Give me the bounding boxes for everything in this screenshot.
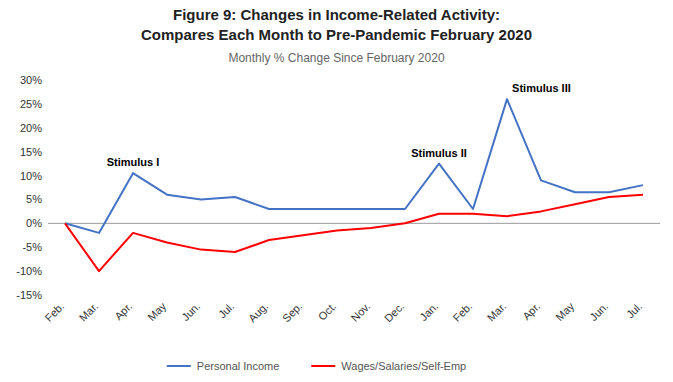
legend-swatch xyxy=(167,365,191,367)
y-tick-label: -10% xyxy=(16,265,42,277)
x-tick-label: Nov. xyxy=(349,300,373,324)
y-tick-label: 30% xyxy=(20,74,42,86)
legend-label: Personal Income xyxy=(197,360,280,372)
x-tick-label: Apr. xyxy=(112,300,134,322)
x-tick-label: Mar. xyxy=(485,300,509,324)
title: Figure 9: Changes in Income-Related Acti… xyxy=(173,6,500,23)
x-tick-label: Jun. xyxy=(587,300,610,323)
y-tick-label: -15% xyxy=(16,289,42,301)
legend: Personal Income Wages/Salaries/Self-Emp xyxy=(167,360,466,372)
series-line xyxy=(65,195,643,271)
zero-line xyxy=(48,223,660,224)
y-tick-label: 0% xyxy=(26,217,42,229)
x-tick-label: Jul. xyxy=(216,300,237,321)
series-line xyxy=(65,99,643,233)
x-tick-label: Aug. xyxy=(246,300,270,324)
x-axis: Feb. Mar. Apr. May Jun. Jul. Aug. Sep. Oct. Nov. D… xyxy=(42,300,644,325)
x-tick-label: Mar. xyxy=(77,300,101,324)
legend-swatch xyxy=(311,365,335,367)
y-tick-label: 10% xyxy=(20,170,42,182)
annotation: Stimulus III xyxy=(512,82,571,94)
x-tick-label: Apr. xyxy=(520,300,542,322)
y-tick-label: 25% xyxy=(20,98,42,110)
x-tick-label: May xyxy=(145,300,169,324)
x-tick-label: Feb. xyxy=(42,300,66,324)
x-tick-label: Jan. xyxy=(417,300,440,323)
x-tick-label: Feb. xyxy=(450,300,474,324)
y-tick-label: 15% xyxy=(20,146,42,158)
annotation: Stimulus II xyxy=(411,147,467,159)
y-axis: -15% -10% -5% 0% 5% 10% 15% 20% 25% 30% xyxy=(16,74,42,301)
series-lines xyxy=(65,99,643,271)
x-tick-label: Jul. xyxy=(624,300,645,321)
x-tick-label: Dec. xyxy=(382,300,406,324)
title: Compares Each Month to Pre-Pandemic Febr… xyxy=(141,26,532,43)
y-tick-label: 20% xyxy=(20,122,42,134)
y-tick-label: -5% xyxy=(22,241,42,253)
x-tick-label: Jun. xyxy=(179,300,202,323)
legend-label: Wages/Salaries/Self-Emp xyxy=(341,360,466,372)
x-tick-label: Sep. xyxy=(280,300,304,324)
y-tick-label: 5% xyxy=(26,193,42,205)
x-tick-label: Oct. xyxy=(316,300,339,323)
annotation: Stimulus I xyxy=(107,156,160,168)
x-tick-label: May xyxy=(553,300,577,324)
subtitle: Monthly % Change Since February 2020 xyxy=(228,51,444,65)
chart: Figure 9: Changes in Income-Related Acti… xyxy=(0,0,673,382)
